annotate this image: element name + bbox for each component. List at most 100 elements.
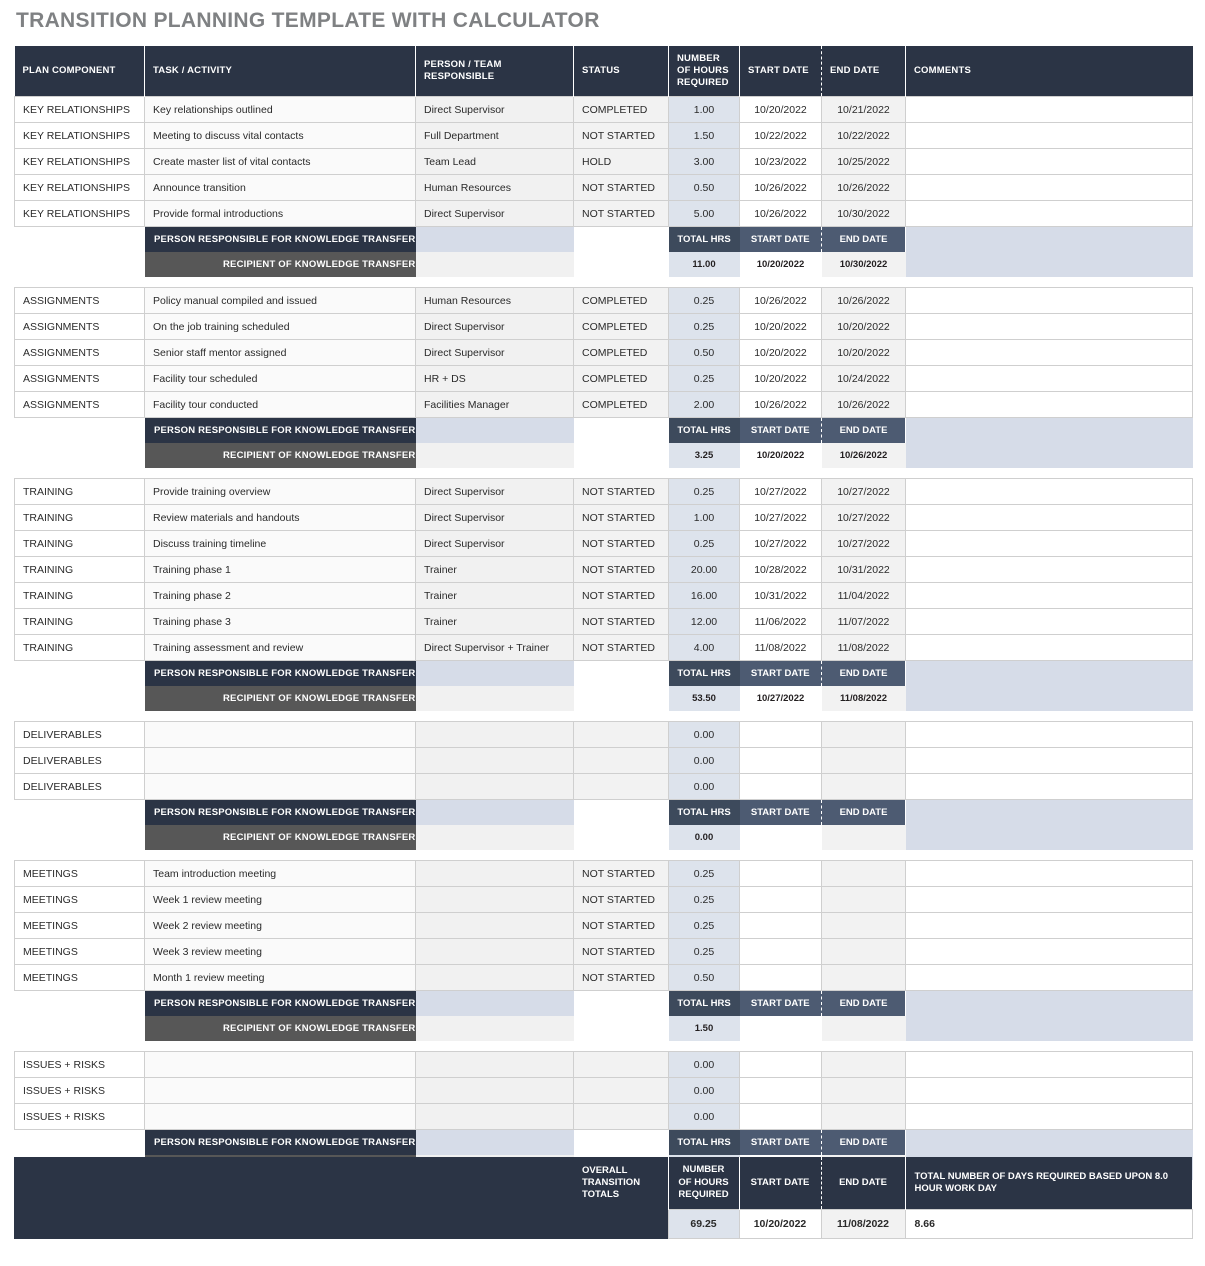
cell-end[interactable] (821, 1077, 906, 1104)
table-row[interactable]: MEETINGS Team introduction meeting NOT STA… (14, 860, 1193, 887)
cell-start[interactable] (739, 912, 822, 939)
cell-end[interactable]: 10/27/2022 (821, 478, 906, 505)
table-row[interactable]: MEETINGS Week 1 review meeting NOT STARTED… (14, 886, 1193, 913)
cell-comment[interactable] (905, 582, 1193, 609)
table-row[interactable]: ISSUES + RISKS 0.00 (14, 1077, 1193, 1104)
cell-comment[interactable] (905, 365, 1193, 392)
cell-status[interactable]: NOT STARTED (573, 478, 669, 505)
cell-comment[interactable] (905, 608, 1193, 635)
cell-person[interactable]: Full Department (415, 122, 574, 149)
cell-status[interactable] (573, 747, 669, 774)
table-row[interactable]: KEY RELATIONSHIPS Provide formal introduc… (14, 200, 1193, 227)
cell-end[interactable]: 10/26/2022 (821, 391, 906, 418)
cell-comment[interactable] (905, 504, 1193, 531)
cell-status[interactable]: COMPLETED (573, 313, 669, 340)
cell-task[interactable]: Key relationships outlined (144, 96, 416, 123)
cell-person[interactable]: Trainer (415, 608, 574, 635)
cell-task[interactable]: Provide formal introductions (144, 200, 416, 227)
cell-plan[interactable]: ASSIGNMENTS (14, 313, 145, 340)
cell-person[interactable]: Team Lead (415, 148, 574, 175)
cell-end[interactable]: 10/25/2022 (821, 148, 906, 175)
cell-end[interactable] (821, 938, 906, 965)
cell-plan[interactable]: TRAINING (14, 530, 145, 557)
cell-hours[interactable]: 0.25 (668, 313, 740, 340)
cell-comment[interactable] (905, 287, 1193, 314)
cell-plan[interactable]: ASSIGNMENTS (14, 339, 145, 366)
cell-start[interactable]: 10/27/2022 (739, 504, 822, 531)
table-row[interactable]: TRAINING Training assessment and review Di… (14, 634, 1193, 661)
cell-hours[interactable]: 20.00 (668, 556, 740, 583)
cell-hours[interactable]: 0.50 (668, 964, 740, 991)
cell-comment[interactable] (905, 747, 1193, 774)
cell-end[interactable] (821, 860, 906, 887)
cell-plan[interactable]: MEETINGS (14, 912, 145, 939)
cell-start[interactable]: 10/26/2022 (739, 174, 822, 201)
cell-status[interactable] (573, 773, 669, 800)
cell-plan[interactable]: KEY RELATIONSHIPS (14, 174, 145, 201)
cell-start[interactable]: 10/27/2022 (739, 530, 822, 557)
cell-person[interactable]: Trainer (415, 556, 574, 583)
cell-comment[interactable] (905, 148, 1193, 175)
cell-task[interactable] (144, 747, 416, 774)
cell-status[interactable]: NOT STARTED (573, 860, 669, 887)
person-responsible-input[interactable] (415, 990, 574, 1016)
cell-start[interactable]: 10/26/2022 (739, 391, 822, 418)
cell-end[interactable] (821, 886, 906, 913)
cell-plan[interactable]: MEETINGS (14, 964, 145, 991)
cell-end[interactable]: 10/20/2022 (821, 313, 906, 340)
cell-person[interactable]: Direct Supervisor (415, 504, 574, 531)
cell-status[interactable]: COMPLETED (573, 96, 669, 123)
cell-task[interactable]: Discuss training timeline (144, 530, 416, 557)
cell-hours[interactable]: 0.25 (668, 365, 740, 392)
cell-plan[interactable]: TRAINING (14, 504, 145, 531)
cell-end[interactable]: 10/20/2022 (821, 339, 906, 366)
cell-task[interactable]: Week 3 review meeting (144, 938, 416, 965)
cell-status[interactable]: NOT STARTED (573, 582, 669, 609)
person-responsible-input[interactable] (415, 1129, 574, 1155)
cell-plan[interactable]: ISSUES + RISKS (14, 1103, 145, 1130)
cell-task[interactable]: Facility tour conducted (144, 391, 416, 418)
cell-comment[interactable] (905, 556, 1193, 583)
summary-comment-cell[interactable] (905, 226, 1193, 252)
summary-comment-cell[interactable] (905, 1016, 1193, 1041)
cell-status[interactable]: HOLD (573, 148, 669, 175)
cell-start[interactable]: 11/06/2022 (739, 608, 822, 635)
cell-task[interactable] (144, 1103, 416, 1130)
summary-comment-cell[interactable] (905, 660, 1193, 686)
cell-comment[interactable] (905, 313, 1193, 340)
recipient-input[interactable] (415, 252, 574, 277)
cell-start[interactable] (739, 1077, 822, 1104)
cell-plan[interactable]: ASSIGNMENTS (14, 287, 145, 314)
cell-comment[interactable] (905, 773, 1193, 800)
cell-plan[interactable]: DELIVERABLES (14, 747, 145, 774)
summary-comment-cell[interactable] (905, 252, 1193, 277)
cell-person[interactable] (415, 912, 574, 939)
person-responsible-input[interactable] (415, 226, 574, 252)
cell-hours[interactable]: 1.00 (668, 504, 740, 531)
cell-status[interactable]: NOT STARTED (573, 608, 669, 635)
cell-person[interactable]: Direct Supervisor (415, 530, 574, 557)
cell-status[interactable] (573, 1103, 669, 1130)
cell-comment[interactable] (905, 938, 1193, 965)
table-row[interactable]: ISSUES + RISKS 0.00 (14, 1103, 1193, 1130)
cell-task[interactable]: Facility tour scheduled (144, 365, 416, 392)
cell-task[interactable]: Review materials and handouts (144, 504, 416, 531)
cell-hours[interactable]: 0.25 (668, 478, 740, 505)
summary-comment-cell[interactable] (905, 1129, 1193, 1155)
cell-person[interactable] (415, 1103, 574, 1130)
cell-person[interactable]: HR + DS (415, 365, 574, 392)
cell-comment[interactable] (905, 200, 1193, 227)
recipient-input[interactable] (415, 1016, 574, 1041)
cell-start[interactable]: 10/27/2022 (739, 478, 822, 505)
cell-hours[interactable]: 0.00 (668, 1077, 740, 1104)
table-row[interactable]: MEETINGS Week 3 review meeting NOT STARTED… (14, 938, 1193, 965)
cell-start[interactable]: 10/26/2022 (739, 200, 822, 227)
cell-plan[interactable]: KEY RELATIONSHIPS (14, 148, 145, 175)
cell-hours[interactable]: 0.25 (668, 938, 740, 965)
cell-plan[interactable]: TRAINING (14, 608, 145, 635)
cell-status[interactable]: COMPLETED (573, 365, 669, 392)
cell-hours[interactable]: 5.00 (668, 200, 740, 227)
cell-status[interactable]: NOT STARTED (573, 200, 669, 227)
cell-person[interactable] (415, 886, 574, 913)
cell-person[interactable]: Direct Supervisor (415, 339, 574, 366)
